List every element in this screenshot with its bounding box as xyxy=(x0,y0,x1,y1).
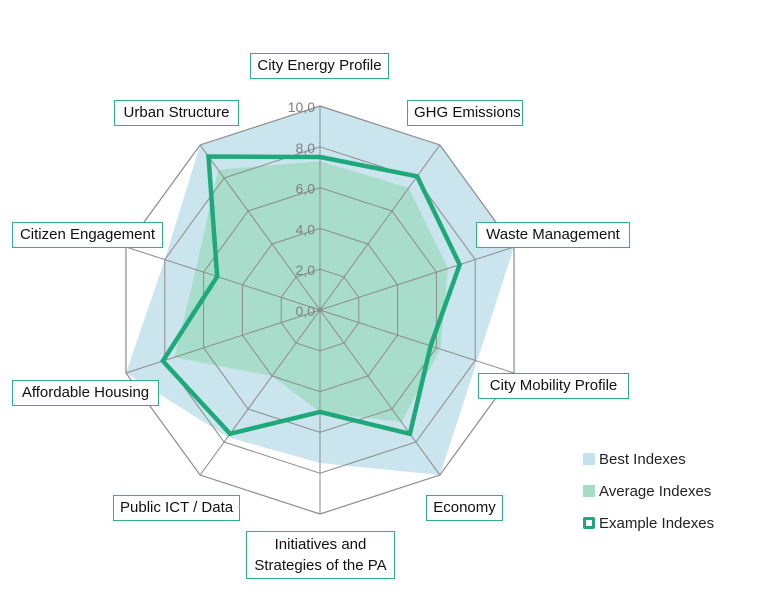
series-area-average-indexes xyxy=(174,161,449,423)
legend-label-average: Average Indexes xyxy=(599,482,712,500)
legend-label-best: Best Indexes xyxy=(599,450,686,468)
legend-item-best: Best Indexes xyxy=(583,449,686,469)
axis-spoke xyxy=(199,309,321,476)
axis-label-citizen-engagement: Citizen Engagement xyxy=(12,222,163,248)
legend-swatch-average xyxy=(583,485,595,497)
axis-label-ghg-emissions: GHG Emissions xyxy=(407,100,523,126)
series-line-example-indexes xyxy=(160,154,463,437)
tick-label: 0,0 xyxy=(296,303,316,319)
axis-label-city-energy-profile: City Energy Profile xyxy=(250,53,389,79)
axis-spoke xyxy=(125,309,321,374)
axis-spoke xyxy=(125,246,321,311)
tick-label: 2,0 xyxy=(296,262,316,278)
axis-label-waste-management: Waste Management xyxy=(476,222,630,248)
tick-label: 10,0 xyxy=(288,99,315,115)
axis-label-city-mobility-profile: City Mobility Profile xyxy=(478,373,629,399)
axis-label-initiatives-strategies: Initiatives and Strategies of the PA xyxy=(246,531,395,579)
axis-label-public-ict-data: Public ICT / Data xyxy=(113,495,240,521)
axis-spoke xyxy=(319,144,441,311)
legend-item-average: Average Indexes xyxy=(583,481,711,501)
legend-swatch-example xyxy=(583,517,595,529)
axis-spoke xyxy=(319,246,515,311)
legend-item-example: Example Indexes xyxy=(583,513,714,533)
legend-swatch-best xyxy=(583,453,595,465)
tick-label: 8,0 xyxy=(296,140,316,156)
axis-label-urban-structure: Urban Structure xyxy=(114,100,239,126)
tick-label: 4,0 xyxy=(296,221,316,237)
axis-label-affordable-housing: Affordable Housing xyxy=(12,380,159,406)
axis-spoke xyxy=(199,144,321,311)
axis-spoke xyxy=(319,309,515,374)
center-dot xyxy=(317,307,323,313)
axis-label-initiatives-line1: Initiatives and xyxy=(274,536,367,553)
legend-label-example: Example Indexes xyxy=(599,514,715,532)
axis-spoke xyxy=(319,309,441,476)
tick-label: 6,0 xyxy=(296,181,316,197)
axis-label-economy: Economy xyxy=(426,495,503,521)
axis-label-initiatives-line2: Strategies of the PA xyxy=(254,557,387,574)
